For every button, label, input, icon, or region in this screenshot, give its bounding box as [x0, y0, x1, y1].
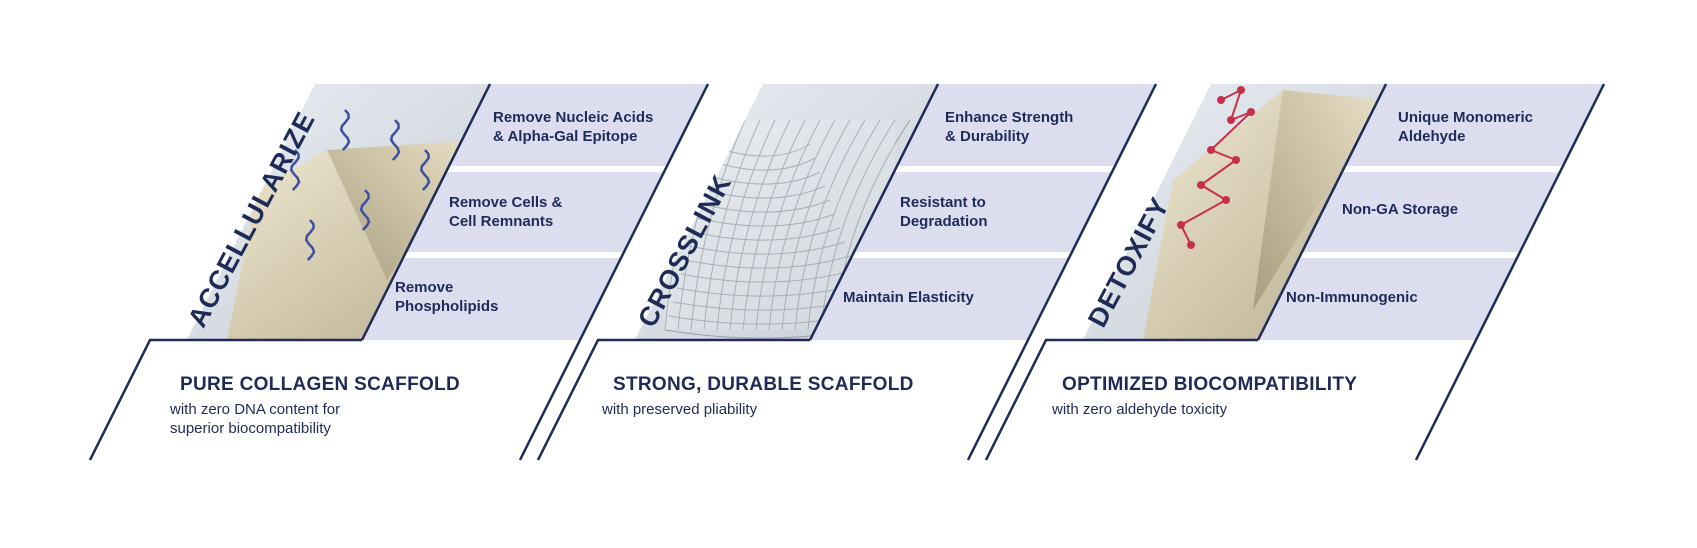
point-panel-0	[1345, 84, 1604, 166]
point-remove-cells: Remove Cells & Cell Remnants	[449, 194, 563, 230]
point-panel-1	[854, 172, 1112, 252]
frame-right-line	[518, 83, 710, 461]
point-panel-2	[810, 258, 1069, 340]
point-non-immunogenic: Non-Immunogenic	[1286, 289, 1418, 306]
frame-left-line	[984, 338, 1258, 461]
point-remove-phospholipids: Remove Phospholipids	[395, 279, 499, 315]
point-unique-monomeric-aldehyde: Unique Monomeric Aldehyde	[1398, 109, 1534, 145]
frame-right-line	[1414, 83, 1606, 461]
divider-line	[1256, 83, 1388, 341]
frame-left-line	[88, 338, 362, 461]
point-panel-2	[362, 258, 621, 340]
frame-left-line	[536, 338, 810, 461]
subtext-preserved-pliability: with preserved pliability	[602, 401, 758, 418]
divider-line	[808, 83, 940, 341]
point-maintain-elasticity: Maintain Elasticity	[843, 289, 974, 306]
point-panel-0	[897, 84, 1156, 166]
point-panel-1	[1302, 172, 1560, 252]
point-panel-2	[1258, 258, 1517, 340]
heading-pure-collagen-scaffold: PURE COLLAGEN SCAFFOLD	[180, 374, 460, 395]
subtext-zero-aldehyde: with zero aldehyde toxicity	[1052, 401, 1228, 418]
point-enhance-strength: Enhance Strength & Durability	[945, 109, 1074, 145]
frame-right-line	[966, 83, 1158, 461]
subtext-zero-dna: with zero DNA content for superior bioco…	[170, 401, 341, 437]
point-panel-0	[449, 84, 708, 166]
heading-strong-durable-scaffold: STRONG, DURABLE SCAFFOLD	[613, 374, 914, 395]
stage-acellularize	[88, 83, 710, 461]
point-non-ga-storage: Non-GA Storage	[1342, 201, 1459, 218]
heading-optimized-biocompatibility: OPTIMIZED BIOCOMPATIBILITY	[1062, 374, 1358, 395]
divider-line	[360, 83, 492, 341]
point-resistant-degradation: Resistant to Degradation	[900, 194, 988, 230]
point-panel-1	[406, 172, 664, 252]
point-remove-nucleic-acids: Remove Nucleic Acids & Alpha-Gal Epitope	[493, 109, 654, 145]
